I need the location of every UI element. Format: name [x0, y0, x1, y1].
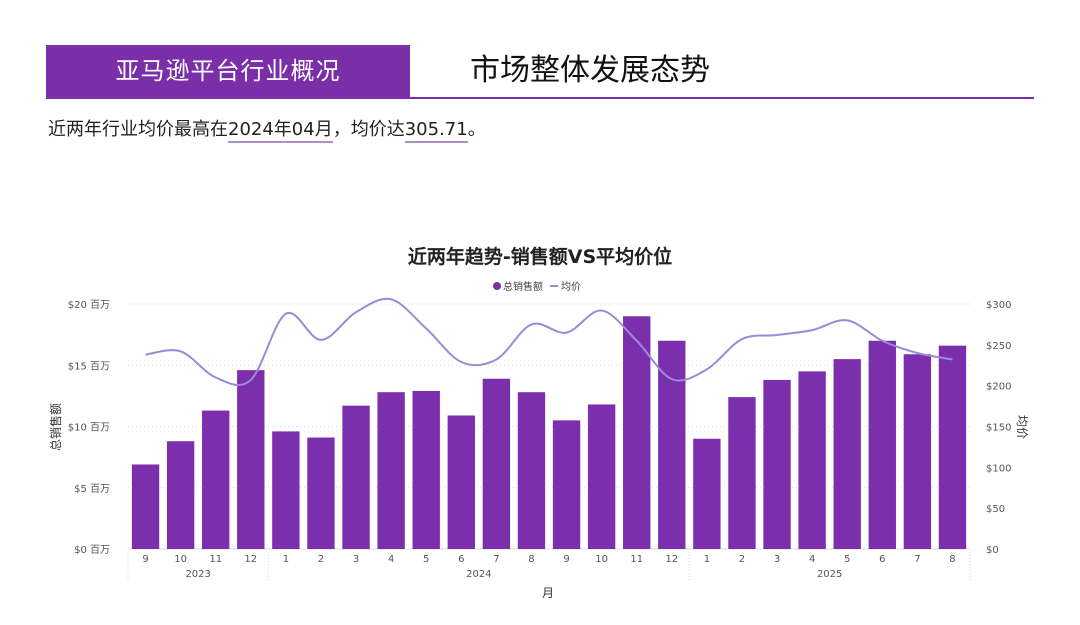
bar: [552, 420, 581, 549]
summary-text: 近两年行业均价最高在2024年04月，均价达305.71。: [48, 115, 486, 143]
legend-marker-sales: [493, 282, 501, 290]
y-tick-label: $20 百万: [68, 299, 110, 311]
y2-tick-label: $300: [986, 300, 1011, 311]
x-tick-label: 2: [318, 554, 324, 565]
x-tick-label: 3: [353, 554, 359, 565]
x-tick-label: 3: [774, 554, 780, 565]
x-tick-label: 6: [458, 554, 464, 565]
bar: [412, 390, 440, 549]
bar: [272, 431, 300, 549]
y2-axis-title: 均价: [1015, 415, 1029, 439]
y2-tick-label: $250: [986, 341, 1011, 352]
y-tick-label: $0 百万: [74, 544, 110, 556]
x-tick-label: 9: [563, 554, 569, 565]
bar: [202, 410, 230, 549]
bar: [763, 379, 791, 549]
x-tick-label: 4: [809, 554, 815, 565]
x-tick-label: 4: [388, 554, 394, 565]
x-tick-label: 8: [949, 554, 955, 565]
x-tick-label: 7: [493, 554, 499, 565]
legend-label-avg-price: 均价: [561, 281, 581, 293]
y2-tick-label: $100: [986, 463, 1011, 474]
year-label: 2025: [817, 569, 842, 580]
x-tick-label: 5: [423, 554, 429, 565]
bar: [938, 345, 967, 549]
bar: [342, 405, 370, 549]
bar: [307, 437, 335, 549]
y2-tick-label: $0: [986, 545, 999, 556]
x-tick-label: 12: [665, 554, 678, 565]
bar: [728, 397, 756, 549]
page-title: 市场整体发展态势: [470, 53, 710, 88]
x-tick-label: 12: [244, 554, 257, 565]
bar: [377, 392, 405, 549]
x-axis-title: 月: [542, 586, 554, 600]
bar: [868, 340, 896, 549]
x-tick-label: 8: [528, 554, 534, 565]
y-tick-label: $15 百万: [68, 360, 110, 372]
bar: [131, 464, 160, 549]
bar: [482, 378, 511, 549]
section-tab: 亚马逊平台行业概况: [46, 45, 410, 97]
bar: [798, 371, 826, 549]
y2-tick-label: $200: [986, 382, 1011, 393]
chart-title: 近两年趋势-销售额VS平均价位: [408, 245, 672, 268]
y2-tick-label: $150: [986, 423, 1011, 434]
x-tick-label: 5: [844, 554, 850, 565]
summary-middle: ，均价达: [332, 119, 405, 140]
header-divider: [46, 97, 1034, 99]
x-tick-label: 10: [595, 554, 608, 565]
x-tick-label: 11: [630, 554, 643, 565]
x-tick-label: 7: [914, 554, 920, 565]
summary-peak-month: 2024年04月: [228, 119, 333, 143]
year-label: 2024: [466, 569, 491, 580]
year-label: 2023: [185, 569, 210, 580]
y-axis-title: 总销售额: [48, 403, 63, 451]
bar: [237, 370, 265, 549]
bar: [447, 415, 475, 549]
bar: [693, 438, 721, 549]
y2-tick-label: $50: [986, 504, 1005, 515]
y-tick-label: $10 百万: [68, 422, 110, 434]
y-tick-label: $5 百万: [74, 483, 110, 495]
x-tick-label: 11: [209, 554, 222, 565]
bar: [658, 340, 686, 549]
bar: [623, 316, 651, 549]
x-tick-label: 2: [739, 554, 745, 565]
bar: [587, 404, 616, 549]
bar: [517, 392, 546, 549]
x-tick-label: 9: [142, 554, 148, 565]
bar: [833, 359, 861, 549]
summary-suffix: 。: [467, 119, 486, 140]
summary-prefix: 近两年行业均价最高在: [48, 119, 228, 140]
x-tick-label: 1: [283, 554, 289, 565]
bar: [903, 354, 932, 549]
x-tick-label: 1: [704, 554, 710, 565]
bar: [166, 441, 195, 549]
summary-peak-value: 305.71: [404, 119, 468, 143]
avg-price-line: [145, 297, 953, 387]
legend-label-sales: 总销售额: [503, 280, 543, 293]
x-tick-label: 6: [879, 554, 885, 565]
x-tick-label: 10: [174, 554, 187, 565]
